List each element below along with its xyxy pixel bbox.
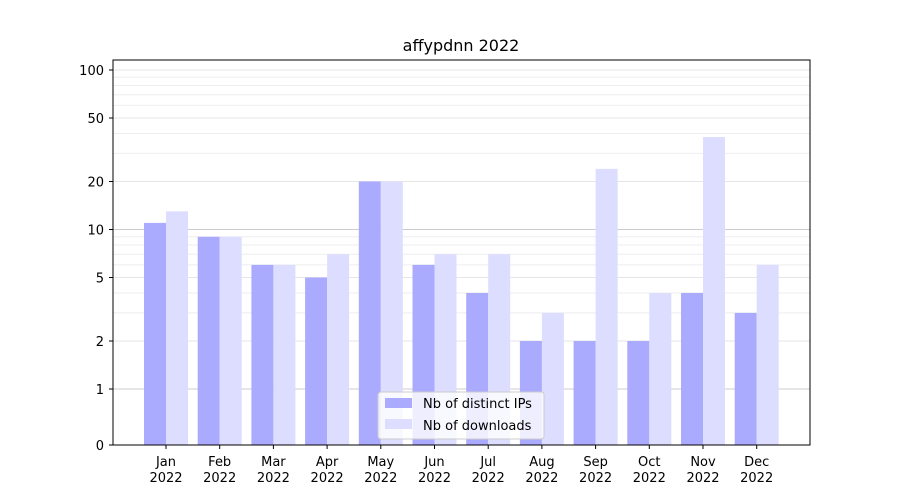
- legend-swatch-distinct-ips: [385, 398, 412, 408]
- y-tick-label: 0: [96, 439, 104, 454]
- x-tick-label: Dec: [744, 455, 769, 470]
- bar-distinct-ips-jan: [144, 222, 166, 445]
- x-tick-sublabel: 2022: [311, 471, 344, 486]
- x-tick-sublabel: 2022: [686, 471, 719, 486]
- bar-distinct-ips-mar: [251, 264, 274, 445]
- x-tick-sublabel: 2022: [472, 471, 505, 486]
- bar-distinct-ips-may: [358, 181, 381, 445]
- plot-frame: [112, 59, 811, 446]
- x-tick-label: Feb: [208, 455, 231, 470]
- legend: Nb of distinct IPs Nb of downloads: [377, 391, 545, 440]
- bar-downloads-sep: [595, 168, 618, 445]
- x-tick-label: Apr: [316, 455, 339, 470]
- bar-downloads-mar: [273, 264, 296, 445]
- x-tick-sublabel: 2022: [525, 471, 558, 486]
- x-tick-label: Jan: [155, 455, 176, 470]
- x-tick-sublabel: 2022: [364, 471, 397, 486]
- bar-distinct-ips-nov: [681, 292, 703, 445]
- x-tick-label: Oct: [638, 455, 660, 470]
- bar-downloads-nov: [703, 137, 725, 445]
- bar-downloads-may: [380, 181, 403, 445]
- x-axis: Jan2022Feb2022Mar2022Apr2022May2022Jun20…: [149, 445, 773, 486]
- bar-distinct-ips-dec: [734, 312, 757, 445]
- x-tick-sublabel: 2022: [740, 471, 773, 486]
- bar-downloads-aug: [541, 312, 564, 445]
- x-tick-label: Aug: [529, 455, 554, 470]
- legend-swatch-downloads: [385, 419, 412, 429]
- x-tick-sublabel: 2022: [203, 471, 236, 486]
- x-tick-sublabel: 2022: [149, 471, 182, 486]
- x-tick-sublabel: 2022: [579, 471, 612, 486]
- bar-distinct-ips-oct: [627, 340, 650, 445]
- x-tick-label: Jul: [479, 455, 496, 470]
- x-tick-label: Sep: [583, 455, 608, 470]
- x-tick-sublabel: 2022: [257, 471, 290, 486]
- bar-downloads-oct: [649, 292, 672, 445]
- y-tick-label: 1: [96, 383, 104, 398]
- x-tick-sublabel: 2022: [418, 471, 451, 486]
- y-tick-label: 50: [87, 112, 104, 127]
- y-axis: 0 1 2 5 10 20 50 100: [79, 64, 113, 454]
- x-tick-sublabel: 2022: [633, 471, 666, 486]
- legend-box: [377, 391, 545, 440]
- bar-downloads-jan: [166, 211, 188, 445]
- legend-label-downloads: Nb of downloads: [423, 419, 532, 434]
- y-tick-label: 2: [96, 335, 104, 350]
- x-tick-label: Mar: [261, 455, 286, 470]
- y-tick-label: 100: [79, 64, 104, 79]
- bar-distinct-ips-feb: [197, 236, 220, 445]
- y-tick-label: 5: [96, 272, 104, 287]
- x-tick-label: Nov: [690, 455, 716, 470]
- x-tick-label: Jun: [423, 455, 444, 470]
- y-tick-label: 10: [87, 224, 104, 239]
- bar-distinct-ips-sep: [573, 340, 596, 445]
- chart-title: affypdnn 2022: [403, 36, 520, 55]
- bar-downloads-feb: [219, 236, 242, 445]
- y-tick-label: 20: [87, 175, 104, 190]
- legend-label-distinct-ips: Nb of distinct IPs: [423, 397, 532, 412]
- x-tick-label: May: [367, 455, 394, 470]
- bar-downloads-dec: [756, 264, 779, 445]
- bar-distinct-ips-apr: [305, 277, 328, 445]
- bar-downloads-apr: [327, 254, 350, 445]
